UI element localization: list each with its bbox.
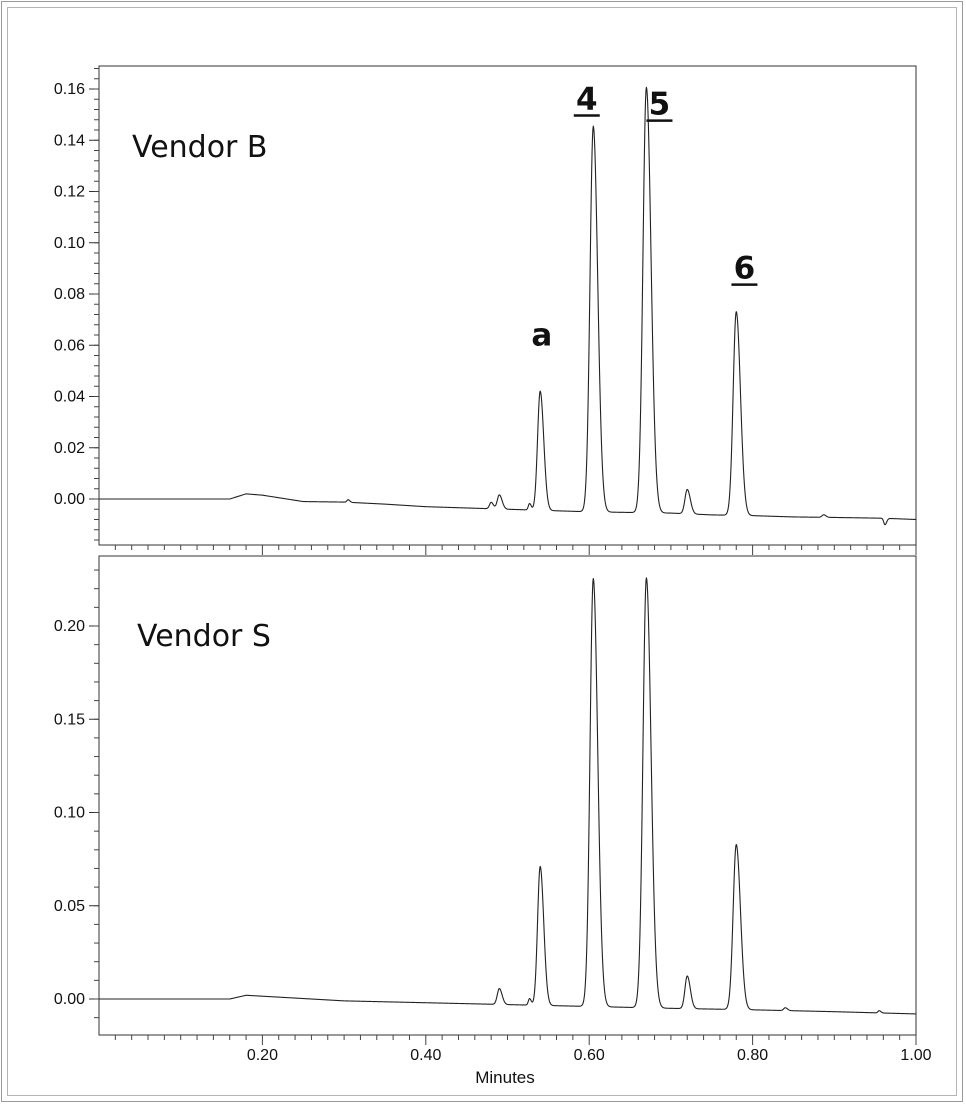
y-tick-label: 0.20: [54, 618, 85, 635]
y-tick-label: 0.16: [54, 81, 85, 98]
y-tick-label: 0.06: [54, 337, 85, 354]
y-tick-label: 0.05: [54, 898, 85, 915]
x-tick-label: 0.60: [574, 1047, 605, 1064]
panel-label: Vendor S: [137, 619, 271, 654]
y-tick-label: 0.10: [54, 805, 85, 822]
y-tick-label: 0.04: [54, 389, 85, 406]
peak-annotation: 6: [734, 251, 756, 287]
figure-inner-border: [7, 7, 957, 1096]
x-tick-label: 0.40: [410, 1047, 441, 1064]
peak-annotation: 4: [576, 82, 598, 118]
y-tick-label: 0.02: [54, 440, 85, 457]
y-tick-label: 0.10: [54, 235, 85, 252]
y-tick-label: 0.14: [54, 132, 85, 149]
y-tick-label: 0.15: [54, 711, 85, 728]
peak-annotation: 5: [649, 87, 671, 123]
x-tick-label: 0.20: [247, 1047, 278, 1064]
chromatogram-panel-vendor-b: 0.00 0.02 0.04 0.06 0.08 0.10 0.12 0.14 0.16 Vend…: [54, 65, 917, 555]
y-tick-label: 0.00: [54, 491, 85, 508]
x-axis-label: Minutes: [475, 1068, 535, 1087]
panel-label: Vendor B: [132, 130, 268, 165]
chromatogram-trace: [98, 577, 917, 1015]
y-tick-label: 0.00: [54, 991, 85, 1008]
y-tick-label: 0.12: [54, 184, 85, 201]
x-tick-label: 0.80: [737, 1047, 768, 1064]
chromatogram-trace: [98, 86, 917, 526]
chromatogram-panel-vendor-s: 0.00 0.05 0.10 0.15 0.20 0.20 0.40 0.60 0.80 1.00…: [54, 555, 932, 1087]
y-tick-label: 0.08: [54, 286, 85, 303]
peak-annotation: a: [531, 317, 552, 353]
x-tick-label: 1.00: [900, 1047, 931, 1064]
